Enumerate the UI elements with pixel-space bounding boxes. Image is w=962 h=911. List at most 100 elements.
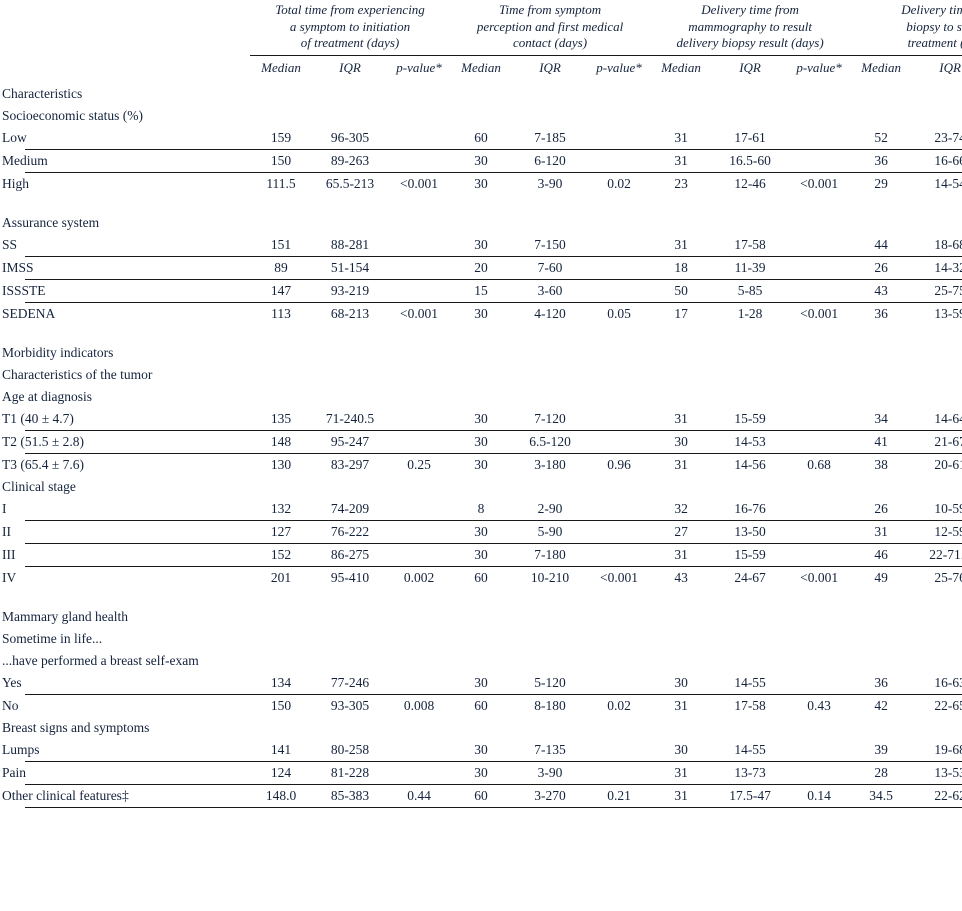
cell-pvalue-1 [388,279,451,303]
cell-pvalue-1 [388,543,451,567]
cell-iqr-1: 80-258 [312,738,388,762]
cell-median-3: 43 [674,569,688,585]
cell-pvalue-3 [788,650,850,672]
cell-median-3: 31 [650,543,713,567]
cell-median-1: 130 [270,456,292,472]
cell-iqr-2: 3-90 [537,175,563,191]
spacer-cell [0,589,962,606]
cell-iqr-1: 96-305 [312,126,388,150]
cell-median-1: 113 [271,305,291,321]
cell-median-3: 50 [650,279,713,303]
cell-pvalue-1 [388,105,450,127]
cell-median-1 [250,342,312,364]
cell-median-2: 60 [450,784,513,808]
cell-iqr-3: 5-85 [712,279,789,303]
cell-iqr-2: 3-60 [512,279,589,303]
cell-iqr-4: 25-75 [912,279,962,303]
row-label: T3 (65.4 ± 7.6) [2,456,85,472]
cell-iqr-2 [512,105,588,127]
cell-median-2 [450,717,512,739]
table-row: No 150 93-305 0.008 60 8-180 0.02 31 17-58 0.43 42… [0,694,962,717]
cell-iqr-3: 17-58 [712,233,789,257]
cell-pvalue-1 [388,212,450,234]
row-label: No [2,697,19,713]
row-label: Clinical stage [2,478,76,494]
cell-iqr-1: 88-281 [312,233,388,257]
cell-pvalue-1 [388,738,451,762]
subsection-heading-row: Breast signs and symptoms [0,717,962,739]
cell-iqr-1 [312,386,388,408]
cell-iqr-4: 16-66 [912,149,962,173]
cell-median-2 [450,364,512,386]
row-label: High [2,175,29,191]
row-label: ISSSTE [0,279,250,304]
section-heading-row: Mammary gland health [0,606,962,628]
row-label: T2 (51.5 ± 2.8) [0,430,250,455]
subheader-median-1: Median [261,59,301,75]
cell-pvalue-2 [588,364,650,386]
cell-iqr-4: 16-63 [912,671,962,695]
row-label: IV [2,569,17,585]
column-group-header-row: Total time from experiencing a symptom t… [0,0,962,56]
cell-iqr-1 [312,606,388,628]
cell-iqr-4 [912,386,962,408]
cell-iqr-1 [312,628,388,650]
cell-iqr-3 [712,606,788,628]
cell-iqr-1 [312,342,388,364]
cell-median-3: 31 [650,126,713,150]
subsection-heading-row: Socioeconomic status (%) [0,105,962,127]
cell-iqr-1: 89-263 [312,149,388,173]
cell-iqr-2: 3-270 [512,784,589,808]
subheader-pvalue-1: p-value* [396,59,442,75]
row-label: Pain [0,761,250,786]
cell-iqr-1: 93-219 [312,279,388,303]
cell-median-3 [650,650,712,672]
row-label: ...have performed a breast self-exam [2,652,199,668]
row-label: IMSS [0,256,250,281]
cell-pvalue-2 [588,105,650,127]
cell-iqr-4: 18-68 [912,233,962,257]
cell-iqr-3: 17.5-47 [712,784,789,808]
row-label: SEDENA [2,305,56,321]
cell-iqr-3 [712,364,788,386]
cell-pvalue-2 [588,212,650,234]
cell-iqr-4: 23-74 [912,126,962,150]
cell-iqr-1: 65.5-213 [325,175,375,191]
table-head: Total time from experiencing a symptom t… [0,0,962,83]
table-row: IV 201 95-410 0.002 60 10-210 <0.001 43 24-67 <0.… [0,566,962,589]
cell-pvalue-2 [588,342,650,364]
cell-pvalue-2: <0.001 [600,569,639,585]
cell-iqr-4 [912,476,962,498]
cell-iqr-4: 14-32 [912,256,962,280]
cell-iqr-3 [712,212,788,234]
cell-median-3: 27 [650,520,713,544]
cell-iqr-2: 7-135 [512,738,589,762]
cell-pvalue-1: 0.002 [403,569,435,585]
cell-median-4 [850,364,912,386]
subsection-heading-row: ...have performed a breast self-exam [0,650,962,672]
cell-iqr-4 [912,342,962,364]
cell-iqr-4 [912,606,962,628]
cell-median-4: 31 [850,520,913,544]
cell-pvalue-1 [388,606,450,628]
cell-median-2: 30 [474,175,488,191]
cell-median-1: 134 [250,671,312,695]
cell-pvalue-3 [788,543,851,567]
cell-iqr-4: 20-61 [934,456,962,472]
cell-median-4: 44 [850,233,913,257]
cell-pvalue-3: 0.43 [807,697,831,713]
cell-median-1: 89 [250,256,312,280]
cell-median-3 [650,364,712,386]
cell-median-1: 148.0 [250,784,312,808]
cell-pvalue-2 [588,407,651,431]
cell-median-4 [850,717,912,739]
row-label: Other clinical features‡ [0,784,250,809]
cell-iqr-3 [712,628,788,650]
cell-iqr-4: 14-54 [934,175,962,191]
cell-median-3 [650,105,712,127]
cell-iqr-2 [512,364,588,386]
cell-pvalue-1 [388,256,451,280]
cell-median-1: 148 [250,430,312,454]
cell-iqr-1: 71-240.5 [312,407,388,431]
cell-median-4 [850,476,912,498]
